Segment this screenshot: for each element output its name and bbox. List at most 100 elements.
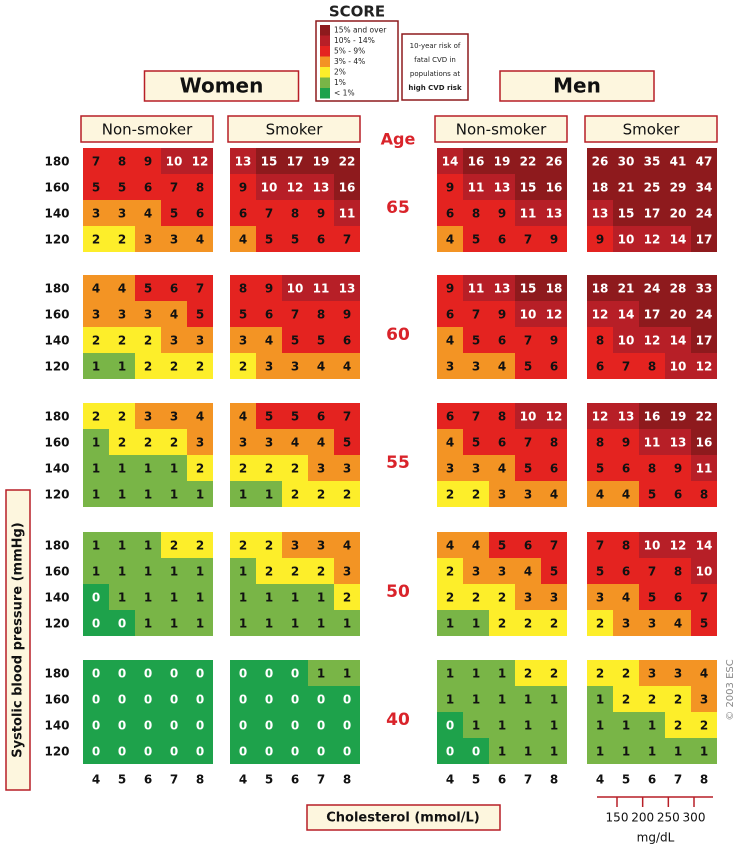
risk-value: 0 [92,745,100,759]
mgdl-tick-label: 200 [631,811,654,825]
risk-value: 0 [343,693,351,707]
risk-cell [437,353,463,379]
mgdl-tick-label: 300 [683,811,706,825]
risk-cell [437,403,463,429]
risk-cell [665,455,691,481]
risk-value: 2 [144,334,152,348]
risk-value: 1 [92,436,100,450]
risk-value: 4 [343,360,351,374]
risk-value: 9 [446,181,454,195]
logo: SCORE [329,3,385,21]
risk-cell [587,403,613,429]
risk-value: 0 [265,667,273,681]
cholesterol-label: 5 [622,773,630,787]
risk-value: 4 [674,617,682,631]
risk-value: 4 [343,539,351,553]
risk-cell [613,327,639,353]
risk-value: 9 [550,233,558,247]
risk-value: 1 [144,617,152,631]
risk-cell [83,712,109,738]
cholesterol-label: 8 [700,773,708,787]
risk-cell [135,712,161,738]
risk-cell [587,226,613,252]
risk-cell [587,275,613,301]
sbp-label: 120 [44,360,69,374]
risk-value: 4 [92,282,100,296]
risk-cell [256,327,282,353]
risk-cell [515,738,541,764]
risk-cell [256,558,282,584]
risk-cell [665,301,691,327]
risk-cell [541,429,567,455]
risk-value: 7 [472,308,480,322]
risk-cell [282,403,308,429]
risk-cell [135,610,161,636]
risk-cell [334,403,360,429]
risk-cell [489,558,515,584]
risk-value: 3 [291,539,299,553]
risk-value: 0 [196,719,204,733]
cholesterol-label: 5 [472,773,480,787]
risk-value: 3 [265,360,273,374]
risk-cell [135,558,161,584]
sbp-label: 140 [44,591,69,605]
risk-value: 1 [265,617,273,631]
risk-value: 1 [648,745,656,759]
risk-cell [639,455,665,481]
risk-value: 1 [196,591,204,605]
risk-cell [541,712,567,738]
risk-cell [541,301,567,327]
risk-cell [639,584,665,610]
risk-cell [109,429,135,455]
risk-cell [282,558,308,584]
risk-cell [437,275,463,301]
risk-value: 1 [239,565,247,579]
risk-cell [256,200,282,226]
risk-value: 1 [170,488,178,502]
risk-value: 4 [118,282,126,296]
risk-cell [135,174,161,200]
risk-value: 11 [520,207,537,221]
risk-cell [135,148,161,174]
risk-value: 1 [674,745,682,759]
risk-value: 2 [291,565,299,579]
risk-cell [135,301,161,327]
risk-cell [691,353,717,379]
risk-cell [334,275,360,301]
risk-value: 1 [472,617,480,631]
risk-value: 0 [144,719,152,733]
sex-label: Women [180,74,264,98]
risk-cell [587,712,613,738]
risk-cell [135,738,161,764]
risk-cell [437,738,463,764]
risk-value: 2 [170,539,178,553]
risk-cell [541,226,567,252]
risk-value: 0 [343,719,351,733]
risk-cell [308,712,334,738]
risk-cell [587,327,613,353]
risk-value: 5 [144,282,152,296]
risk-value: 1 [317,617,325,631]
risk-value: 0 [291,693,299,707]
risk-value: 3 [472,360,480,374]
risk-cell [230,403,256,429]
risk-cell [489,532,515,558]
risk-cell [613,455,639,481]
risk-value: 8 [596,436,604,450]
risk-cell [187,226,213,252]
risk-value: 2 [648,693,656,707]
risk-value: 8 [550,436,558,450]
risk-value: 1 [144,488,152,502]
risk-cell [587,301,613,327]
risk-cell [463,174,489,200]
risk-value: 2 [524,617,532,631]
copyright: © 2003 ESC [725,659,736,720]
risk-cell [691,481,717,507]
risk-value: 7 [92,155,100,169]
risk-value: 6 [674,488,682,502]
risk-cell [587,148,613,174]
risk-value: 14 [696,539,713,553]
risk-cell [187,403,213,429]
risk-value: 3 [472,462,480,476]
risk-cell [691,532,717,558]
